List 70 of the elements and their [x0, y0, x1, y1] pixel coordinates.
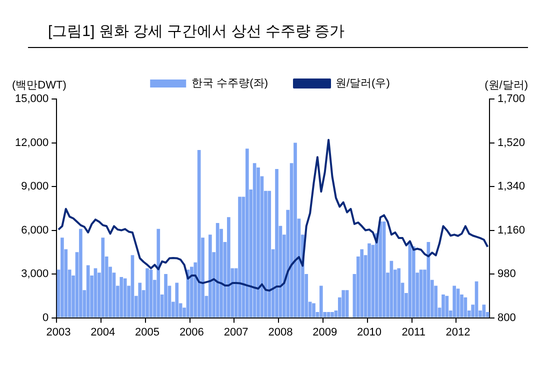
x-tick-label: 2003 — [46, 326, 71, 338]
y2-tick-label: 800 — [497, 312, 516, 324]
bar — [326, 312, 330, 318]
bar — [378, 222, 382, 318]
y2-tick-label: 1,700 — [497, 93, 526, 106]
bar — [208, 234, 212, 318]
bar — [164, 274, 168, 318]
bar — [382, 222, 386, 318]
bar — [268, 190, 272, 318]
chart-title: [그림1] 원화 강세 구간에서 상선 수주량 증가 — [28, 8, 528, 48]
bar — [120, 276, 124, 318]
bar — [190, 266, 194, 318]
y-axis-title: (백만DWT) — [12, 80, 66, 92]
bar — [312, 303, 316, 318]
y-tick-label: 0 — [42, 312, 49, 324]
bar — [442, 294, 445, 318]
x-tick-label: 2011 — [402, 326, 426, 338]
y2-tick-label: 1,160 — [497, 224, 526, 236]
bar — [175, 282, 179, 318]
y2-tick-label: 1,520 — [497, 136, 526, 149]
bar — [482, 304, 486, 318]
bar — [445, 296, 449, 318]
bar — [412, 246, 416, 318]
bar — [149, 270, 153, 318]
y-tick-label: 3,000 — [21, 268, 49, 280]
bar — [138, 282, 142, 318]
bar — [275, 169, 278, 318]
bar — [342, 290, 346, 318]
legend-label: 원/달러(우) — [336, 78, 390, 90]
bar — [86, 265, 90, 318]
bar — [294, 142, 297, 318]
x-tick-label: 2007 — [224, 326, 248, 338]
y2-tick-label: 1,340 — [497, 180, 526, 193]
bar — [464, 297, 468, 318]
bar — [419, 270, 423, 318]
y-tick-label: 9,000 — [21, 180, 49, 193]
bar — [94, 268, 98, 318]
y-tick-label: 12,000 — [14, 136, 49, 149]
bar — [452, 286, 456, 318]
x-tick-label: 2005 — [135, 326, 160, 338]
bar — [474, 281, 478, 318]
bar — [345, 290, 349, 318]
x-tick-label: 2006 — [179, 326, 204, 338]
legend-label: 한국 수주량(좌) — [192, 78, 268, 90]
bar — [390, 260, 394, 318]
x-tick-label: 2004 — [90, 326, 116, 338]
y2-tick-label: 980 — [497, 268, 516, 280]
bar — [227, 217, 230, 318]
bar — [79, 228, 82, 318]
bar — [130, 255, 134, 318]
bar — [246, 148, 249, 318]
y2-axis-title: (원/달러) — [484, 80, 528, 92]
bar — [101, 238, 105, 318]
bar — [156, 228, 160, 318]
bar — [123, 278, 127, 318]
x-tick-label: 2009 — [312, 326, 338, 338]
x-tick-label: 2012 — [446, 326, 470, 338]
bar — [146, 268, 149, 318]
bar — [456, 288, 460, 318]
x-tick-label: 2008 — [268, 326, 293, 338]
bar — [360, 249, 364, 318]
bar — [319, 286, 323, 318]
bar — [238, 196, 242, 318]
bar — [330, 312, 334, 318]
bar — [60, 238, 64, 318]
bar — [397, 268, 401, 318]
y-tick-label: 15,000 — [14, 93, 49, 106]
x-tick-label: 2010 — [357, 326, 382, 338]
bar — [368, 243, 371, 318]
y-tick-label: 6,000 — [21, 224, 49, 236]
